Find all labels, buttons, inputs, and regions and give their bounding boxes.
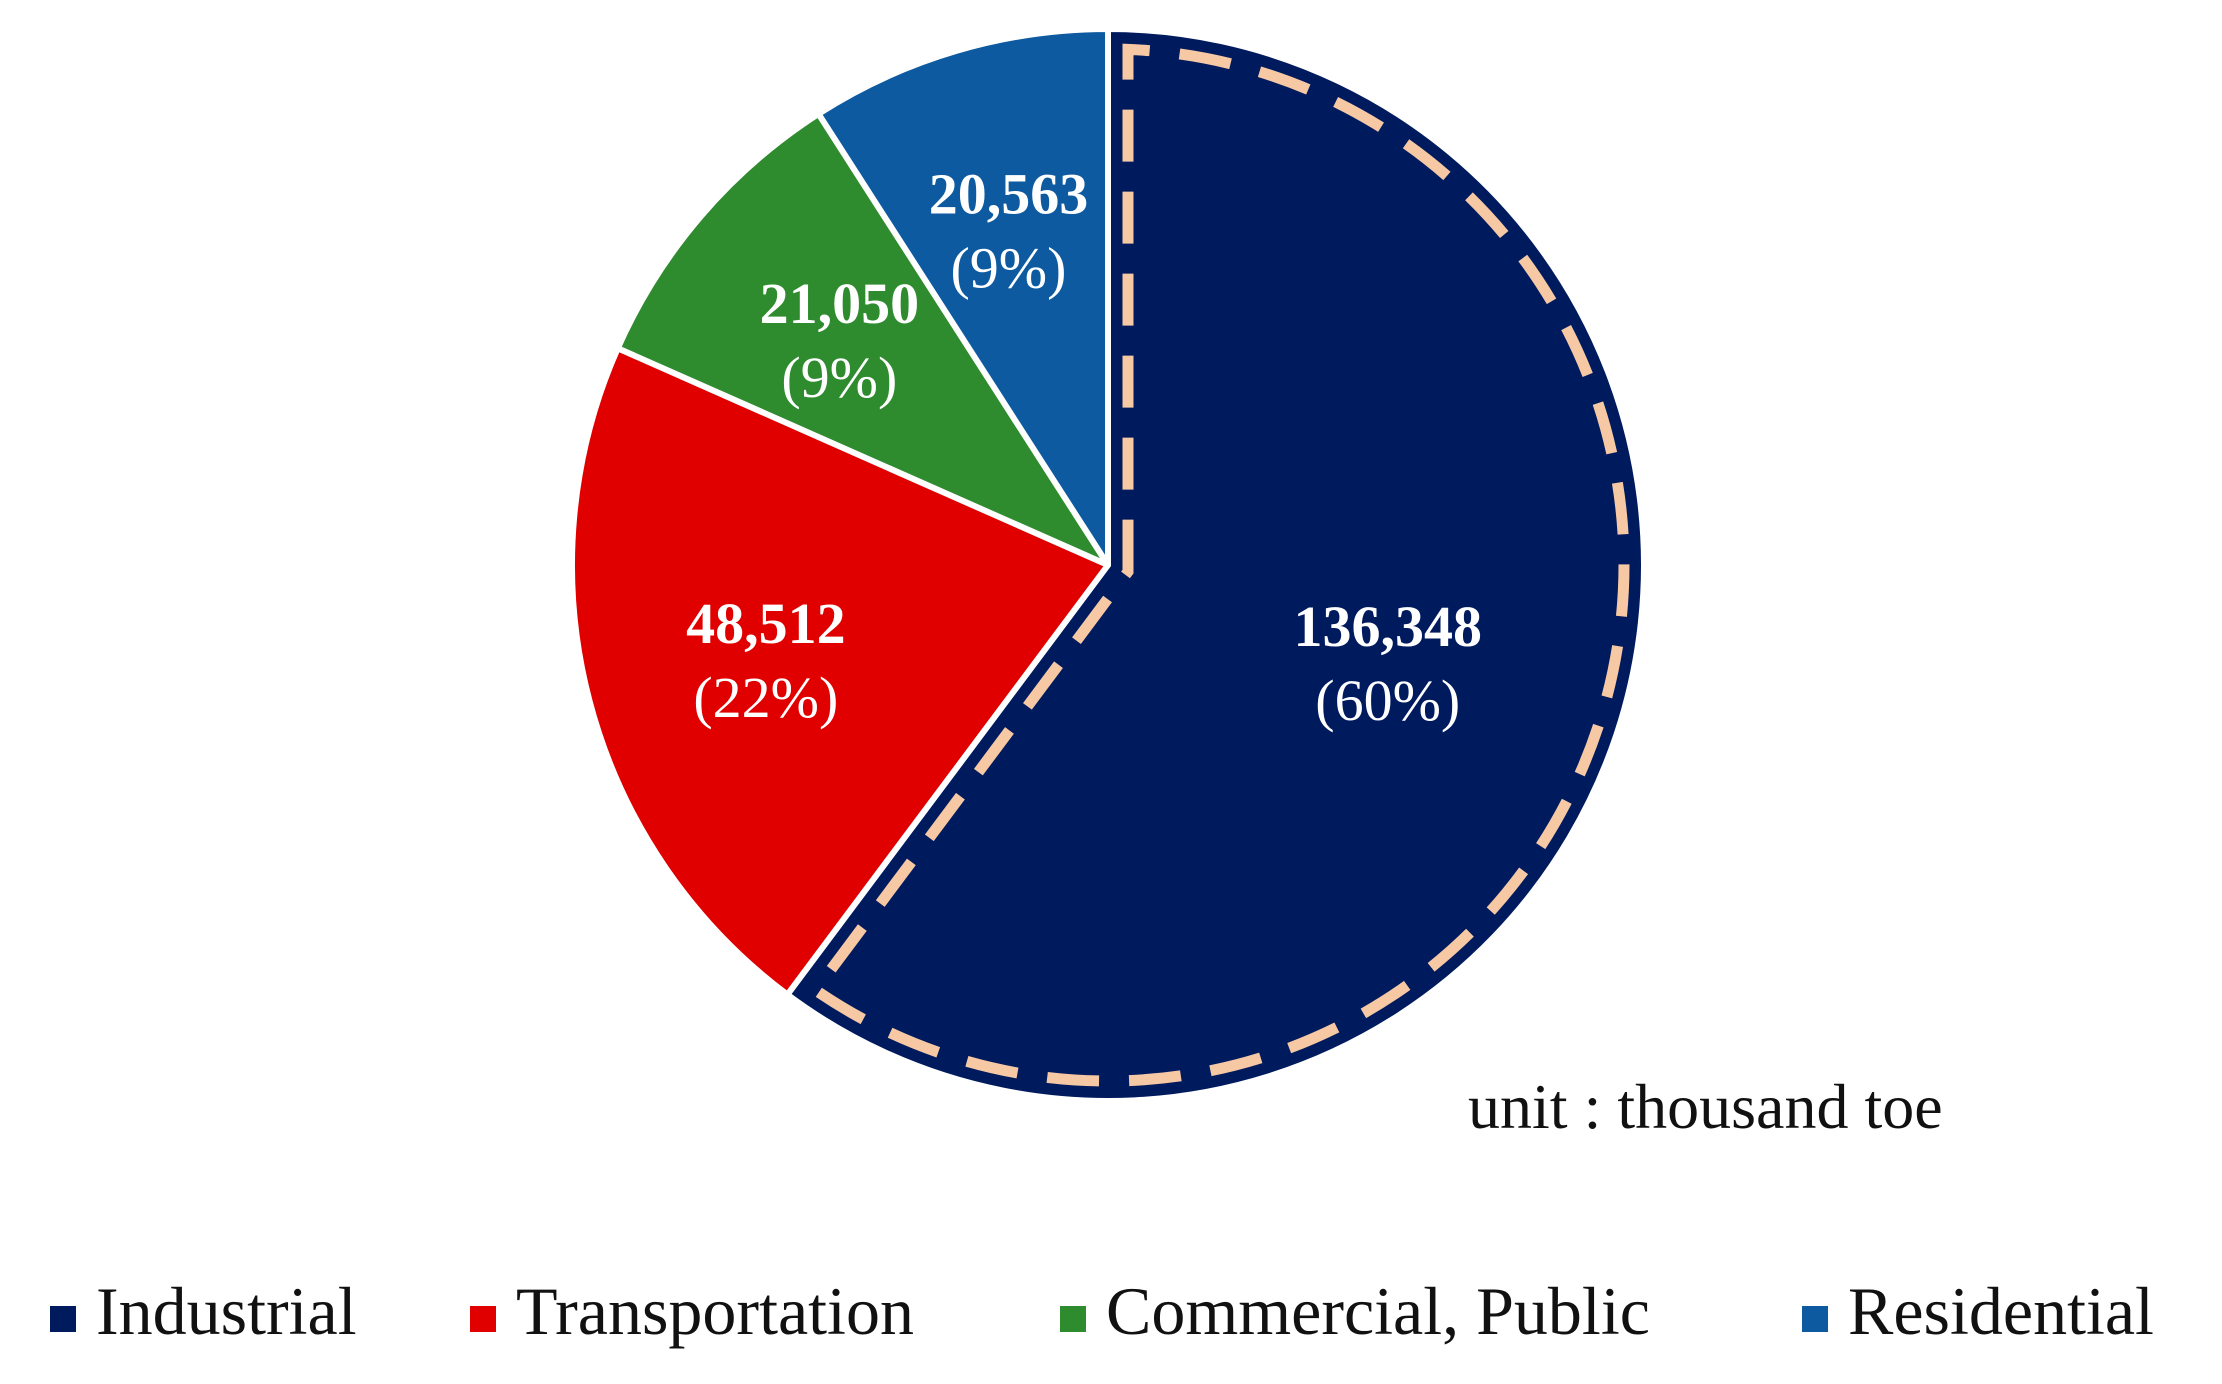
pie-slice-residential bbox=[815, 26, 1111, 568]
legend-swatch-commercial-public bbox=[1060, 1306, 1086, 1332]
slice-percent-label-transportation: (22%) bbox=[693, 665, 838, 730]
unit-note: unit : thousand toe bbox=[1468, 1071, 1943, 1142]
slice-labels: 136,348 (60%) 48,512 (22%) 21,050 (9%) 20,563 (… bbox=[686, 162, 1482, 733]
legend-swatch-residential bbox=[1802, 1306, 1828, 1332]
highlight-dashed-border bbox=[807, 43, 1630, 1087]
slice-value-label-commercial-public: 21,050 bbox=[760, 271, 920, 336]
pie-slice-commercial-public bbox=[614, 110, 1111, 568]
legend-item-commercial-public: Commercial, Public bbox=[1060, 1273, 1650, 1349]
slice-value-label-transportation: 48,512 bbox=[686, 591, 846, 656]
legend-swatch-transportation bbox=[470, 1306, 496, 1332]
highlight-outline bbox=[807, 43, 1630, 1087]
legend-item-industrial: Industrial bbox=[50, 1273, 357, 1349]
legend-label-industrial: Industrial bbox=[96, 1273, 357, 1349]
legend: Industrial Transportation Commercial, Publ… bbox=[50, 1273, 2154, 1349]
pie-slice-industrial bbox=[784, 26, 1647, 1104]
slice-value-label-residential: 20,563 bbox=[929, 162, 1089, 227]
legend-item-transportation: Transportation bbox=[470, 1273, 914, 1349]
slice-percent-label-industrial: (60%) bbox=[1315, 668, 1460, 733]
legend-swatch-industrial bbox=[50, 1306, 76, 1332]
slice-percent-label-commercial-public: (9%) bbox=[781, 345, 897, 410]
pie-slices bbox=[569, 26, 1647, 1104]
slice-value-label-industrial: 136,348 bbox=[1294, 594, 1483, 659]
legend-label-commercial-public: Commercial, Public bbox=[1106, 1273, 1650, 1349]
pie-slice-transportation bbox=[569, 345, 1111, 998]
legend-label-residential: Residential bbox=[1848, 1273, 2154, 1349]
legend-item-residential: Residential bbox=[1802, 1273, 2154, 1349]
legend-label-transportation: Transportation bbox=[516, 1273, 914, 1349]
slice-percent-label-residential: (9%) bbox=[950, 236, 1066, 301]
